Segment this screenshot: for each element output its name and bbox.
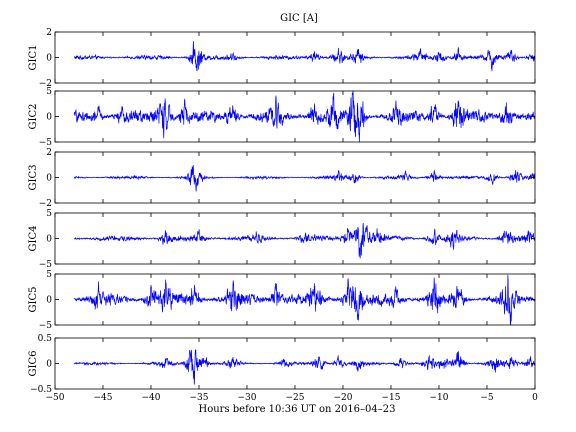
- x-tick-label: −35: [190, 393, 209, 403]
- panel-gic5: −5 0 5 GIC5: [28, 270, 536, 331]
- series-line-gic3: [73, 165, 535, 192]
- y-tick-label: 0: [46, 235, 52, 245]
- x-tick-label: −15: [382, 393, 401, 403]
- panel-gic3: −2 0 2 GIC3: [28, 148, 536, 209]
- x-tick-label: −50: [46, 393, 65, 403]
- y-tick-label: −2: [39, 199, 52, 209]
- y-tick-label: −5: [39, 321, 53, 331]
- y-axis-label-gic6: GIC6: [28, 351, 39, 377]
- x-tick-label: −25: [286, 393, 305, 403]
- y-tick-label: −5: [39, 260, 53, 270]
- y-tick-label: 0: [46, 54, 52, 64]
- x-tick-label: −10: [430, 393, 449, 403]
- y-tick-label: 0.5: [38, 334, 53, 344]
- y-tick-label: 5: [46, 87, 52, 97]
- y-tick-label: 0: [46, 113, 52, 123]
- x-tick-label: −40: [142, 393, 161, 403]
- y-tick-label: 5: [46, 209, 52, 219]
- y-tick-label: −2: [39, 79, 52, 89]
- y-tick-label: 5: [46, 270, 52, 280]
- y-axis-label-gic2: GIC2: [28, 104, 39, 130]
- y-axis-label-gic4: GIC4: [28, 226, 39, 252]
- y-tick-label: −0.5: [30, 385, 52, 395]
- x-tick-label: −30: [238, 393, 257, 403]
- series-line-gic1: [73, 41, 535, 72]
- y-tick-label: 2: [46, 28, 52, 38]
- y-tick-label: 0: [46, 296, 52, 306]
- y-axis-label-gic1: GIC1: [28, 45, 39, 71]
- x-tick-label: −20: [334, 393, 353, 403]
- chart-title: GIC [A]: [280, 13, 318, 24]
- y-tick-label: −5: [39, 138, 53, 148]
- y-tick-label: 2: [46, 148, 52, 158]
- y-tick-label: 0: [46, 174, 52, 184]
- x-tick-label: 0: [532, 393, 538, 403]
- series-line-gic5: [74, 274, 535, 325]
- y-axis-label-gic3: GIC3: [28, 165, 39, 191]
- y-tick-label: 0: [46, 360, 52, 370]
- x-tick-label: −45: [94, 393, 113, 403]
- series-line-gic2: [73, 91, 535, 142]
- panel-gic4: −5 0 5 GIC4: [28, 209, 536, 270]
- x-axis-label: Hours before 10:36 UT on 2016–04–23: [198, 404, 395, 415]
- panel-gic2: −5 0 5 GIC2: [28, 87, 536, 148]
- panel-gic1: −2 0 2 GIC1: [28, 28, 536, 89]
- y-axis-label-gic5: GIC5: [28, 287, 39, 313]
- x-tick-label: −5: [480, 393, 494, 403]
- panel-gic6: −0.5 0 0.5 GIC6: [28, 334, 536, 395]
- series-line-gic6: [73, 349, 535, 385]
- series-line-gic4: [74, 222, 535, 259]
- panels-group: −202GIC1−505GIC2−202GIC3−505GIC4−505GIC5…: [28, 28, 538, 403]
